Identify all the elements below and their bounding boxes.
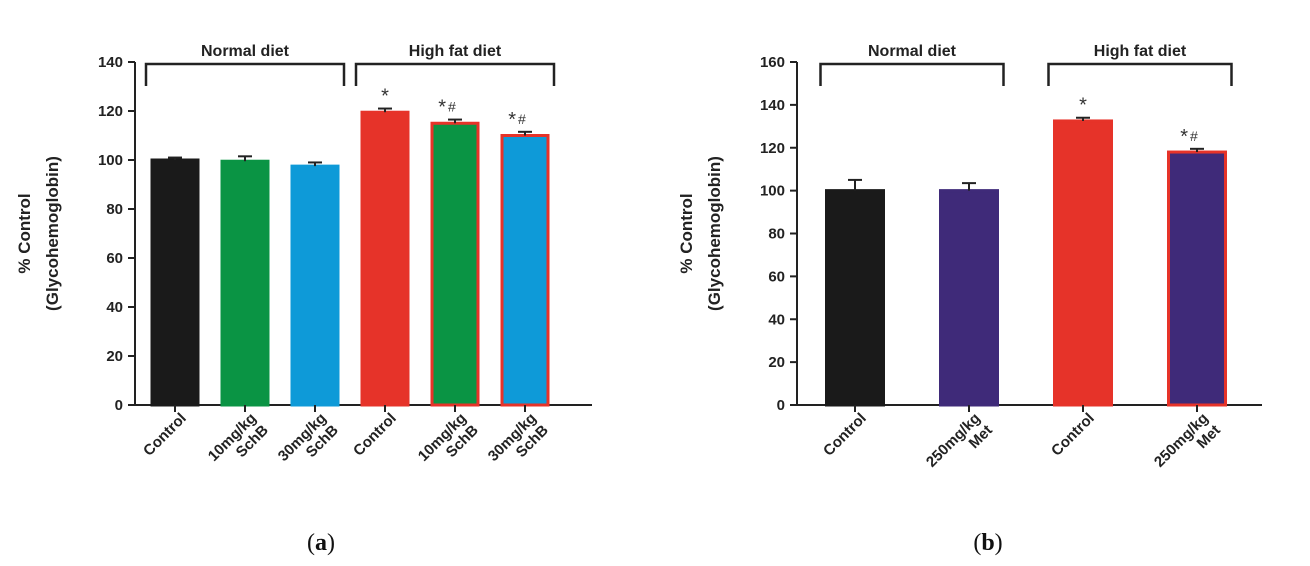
y-tick-label: 120 [98, 103, 123, 120]
x-tick-label: Control [140, 410, 190, 460]
y-tick-label: 40 [106, 299, 123, 316]
x-tick-label: 250mg/kgMet [923, 410, 996, 483]
significance-annotation: * [1079, 95, 1087, 117]
y-tick-label: 20 [768, 354, 785, 371]
bar [290, 164, 340, 407]
x-tick-label: 30mg/kgSchB [275, 410, 342, 477]
group-bracket [1047, 62, 1233, 86]
y-tick-label: 80 [768, 226, 785, 243]
y-tick-label: 100 [760, 183, 785, 200]
significance-annotation: * # [438, 97, 456, 119]
significance-annotation: * # [1180, 126, 1198, 148]
bar [220, 159, 270, 407]
bar [430, 121, 480, 407]
bar [360, 110, 410, 407]
x-tick-label: Control [1048, 410, 1098, 460]
y-tick-label: 40 [768, 311, 785, 328]
x-tick-label: 10mg/kgSchB [415, 410, 482, 477]
y-tick-label: 120 [760, 140, 785, 157]
y-tick-label: 160 [760, 54, 785, 71]
chart-panel-b: % Control (Glycohemoglobin) 0 20 40 60 80 100 12… [677, 43, 1262, 556]
bar [1167, 150, 1227, 407]
bar [825, 189, 885, 407]
group-label: High fat diet [409, 43, 502, 60]
x-tick-label: 30mg/kgSchB [485, 410, 552, 477]
bar [150, 158, 200, 407]
y-tick-label: 60 [106, 250, 123, 267]
y-tick-label: 80 [106, 201, 123, 218]
panel-caption: (a) [307, 530, 335, 556]
significance-annotation: * # [508, 109, 526, 131]
group-label: High fat diet [1094, 43, 1187, 60]
x-tick-label: 250mg/kgMet [1151, 410, 1224, 483]
y-axis-label-line2: (Glycohemoglobin) [705, 156, 724, 311]
group-label: Normal diet [868, 43, 957, 60]
y-tick-label: 140 [760, 97, 785, 114]
y-tick-label: 20 [106, 348, 123, 365]
y-tick-label: 100 [98, 152, 123, 169]
y-axis-label: % Control [677, 193, 696, 273]
bar [500, 134, 550, 407]
bar [1053, 119, 1113, 407]
y-axis-label-line2: (Glycohemoglobin) [43, 156, 62, 311]
y-tick-label: 60 [768, 268, 785, 285]
significance-annotation: * [381, 86, 389, 108]
y-tick-label: 140 [98, 54, 123, 71]
y-tick-label: 0 [777, 397, 785, 414]
group-bracket [819, 62, 1005, 86]
group-label: Normal diet [201, 43, 290, 60]
x-tick-label: Control [350, 410, 400, 460]
panel-caption: (b) [973, 530, 1002, 556]
chart-panel-a: % Control (Glycohemoglobin) 0 20 40 60 80 100 12… [15, 43, 592, 556]
group-bracket [144, 62, 346, 86]
bar [939, 189, 999, 407]
x-tick-label: Control [820, 410, 870, 460]
x-tick-label: 10mg/kgSchB [205, 410, 272, 477]
group-bracket [354, 62, 556, 86]
y-tick-label: 0 [115, 397, 123, 414]
y-axis-label: % Control [15, 193, 34, 273]
